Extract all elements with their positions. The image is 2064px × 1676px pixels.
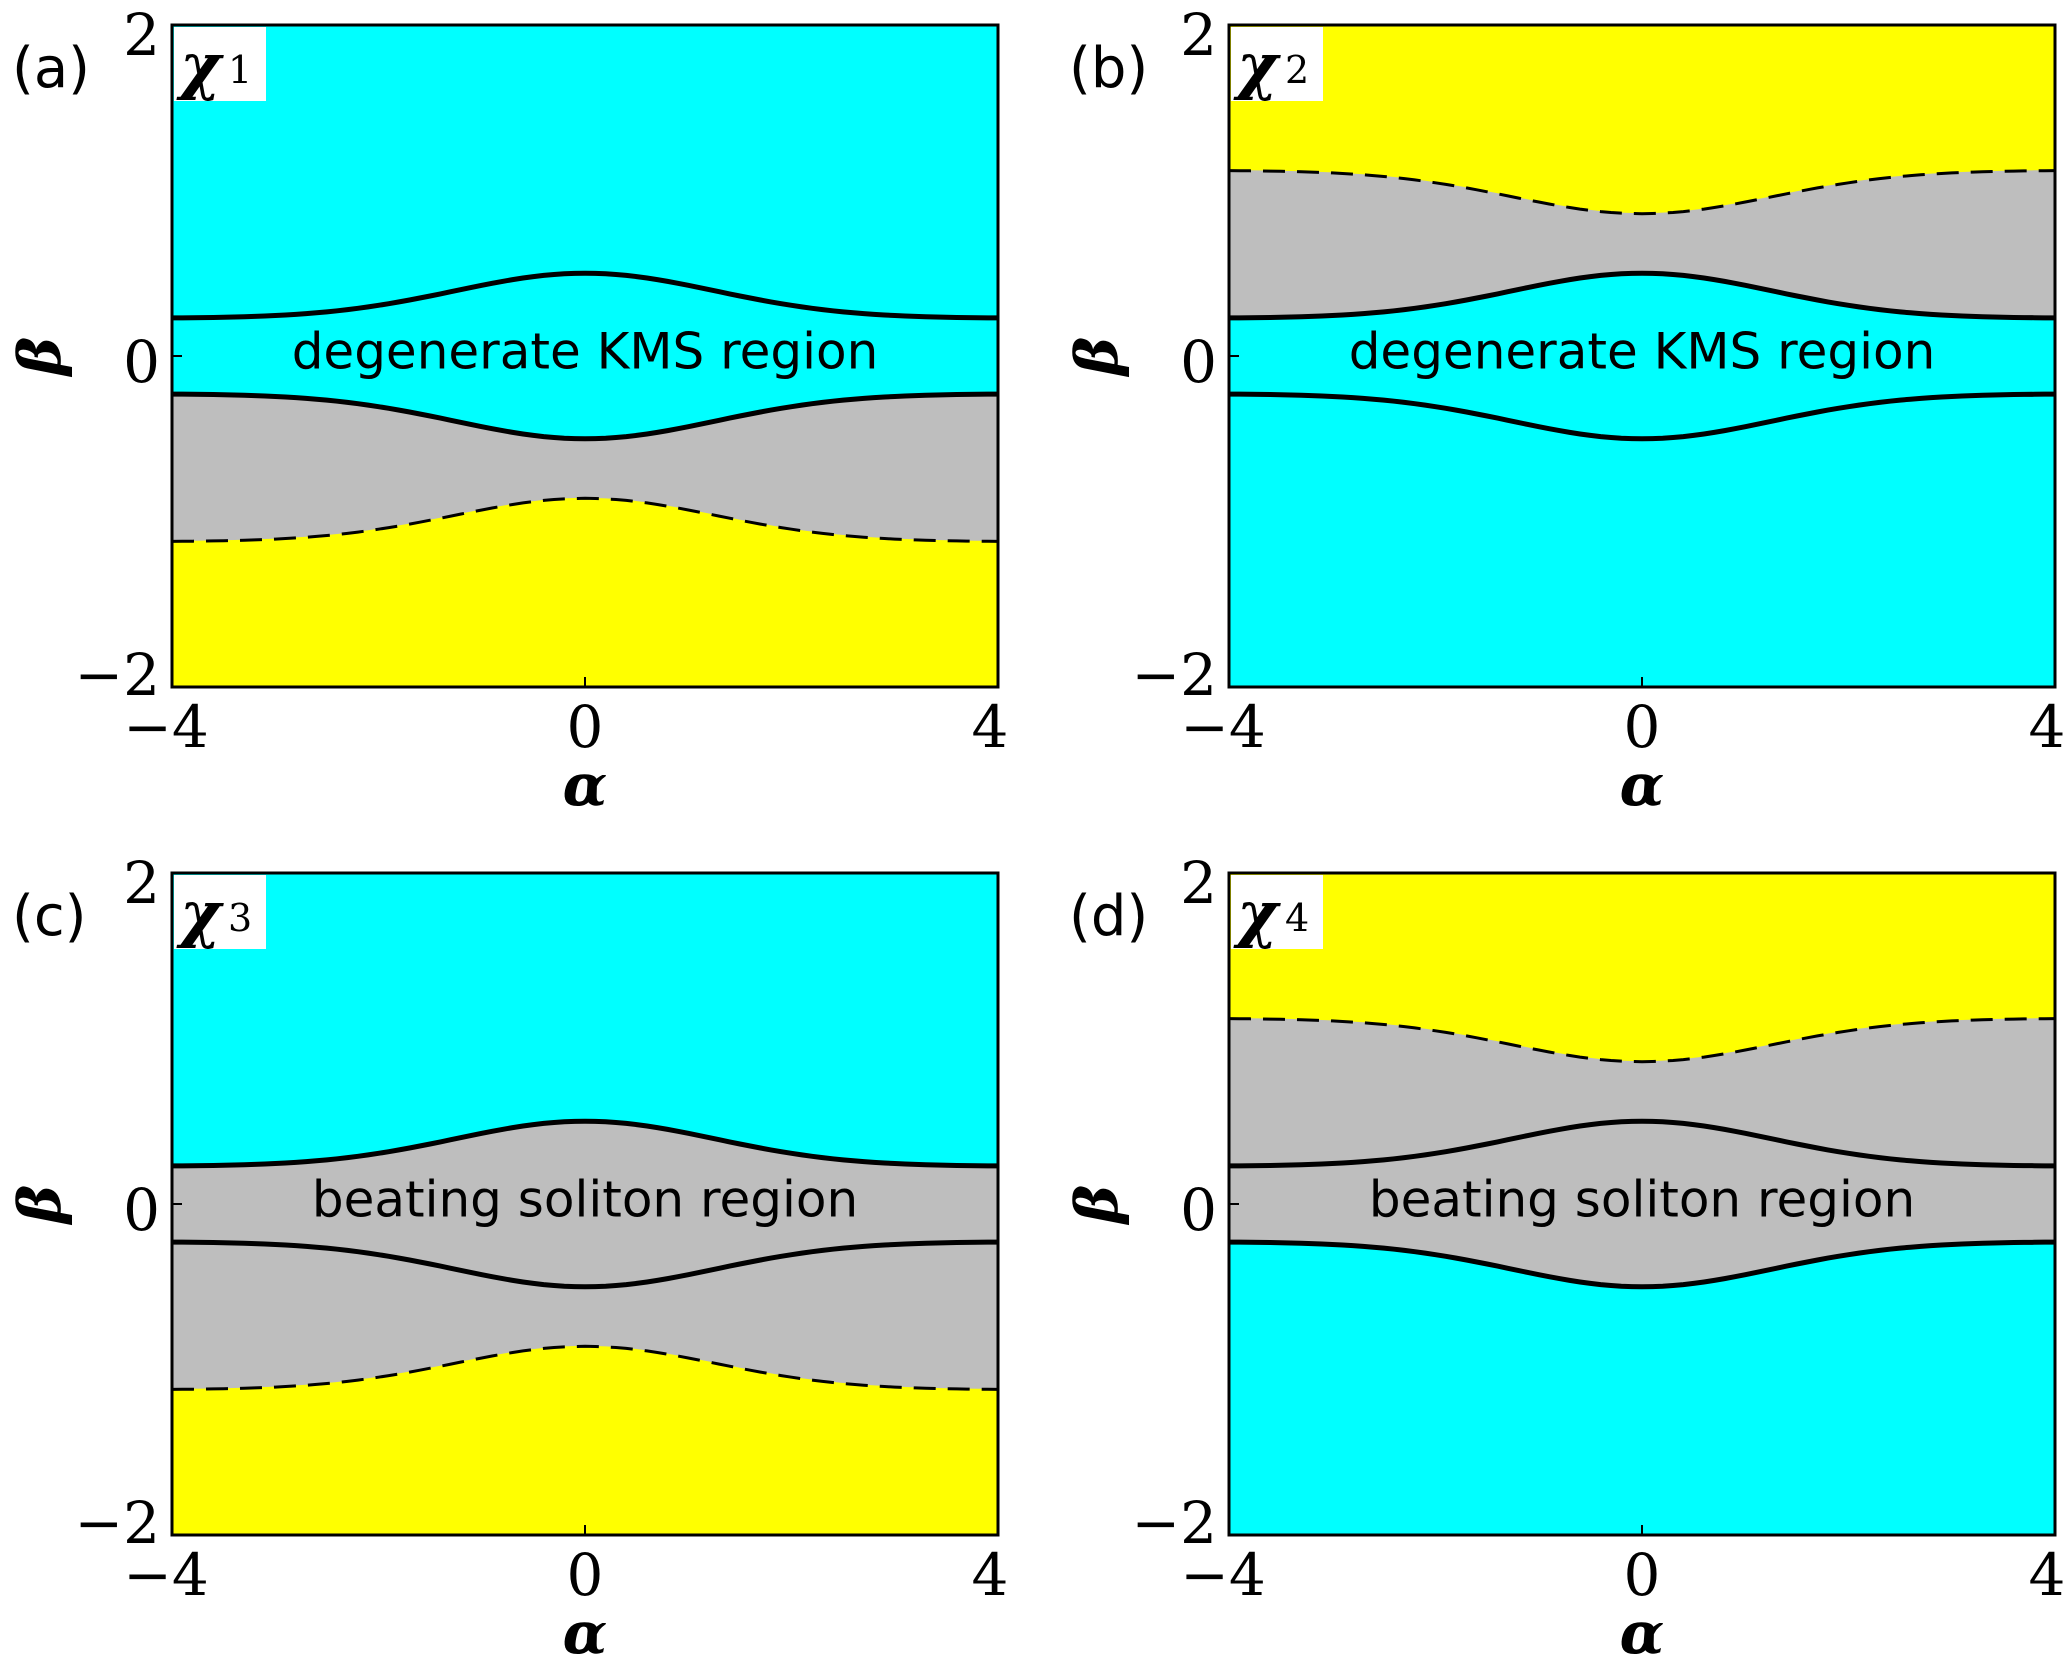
x-tick-label: 4 bbox=[2029, 693, 2064, 761]
y-tick-label: −2 bbox=[75, 1489, 161, 1557]
dashed-boundary bbox=[1228, 169, 2056, 216]
title-box bbox=[1231, 875, 1323, 949]
x-tick-label: −4 bbox=[1180, 1541, 1266, 1609]
x-axis-label: α bbox=[1620, 1599, 1665, 1667]
title-symbol: χ bbox=[176, 877, 224, 950]
x-tick-label: 0 bbox=[1624, 1541, 1661, 1609]
title-symbol: χ bbox=[1233, 29, 1281, 102]
x-tick-label: −4 bbox=[123, 1541, 209, 1609]
y-tick-label: −2 bbox=[1132, 1489, 1218, 1557]
x-tick-label: 0 bbox=[1624, 693, 1661, 761]
y-tick-label: 2 bbox=[123, 849, 160, 917]
x-axis-label: α bbox=[1620, 751, 1665, 819]
upper-solid-boundary bbox=[1229, 270, 2055, 321]
upper-solid-boundary bbox=[1229, 1118, 2055, 1169]
title-symbol: χ bbox=[176, 29, 224, 102]
lower-solid-boundary bbox=[1229, 391, 2055, 442]
y-axis-label: β bbox=[6, 337, 74, 378]
dashed-boundary bbox=[1228, 1017, 2056, 1064]
x-tick-label: 4 bbox=[972, 1541, 1009, 1609]
upper-solid-boundary bbox=[172, 1118, 998, 1169]
x-tick-label: 0 bbox=[567, 693, 604, 761]
y-tick-label: 2 bbox=[123, 1, 160, 69]
x-tick-label: 4 bbox=[972, 693, 1009, 761]
panel-label: (d) bbox=[1069, 884, 1148, 949]
region-annotation: beating soliton region bbox=[312, 1171, 858, 1229]
title-index: 3 bbox=[228, 896, 252, 940]
x-tick-label: 0 bbox=[567, 1541, 604, 1609]
y-tick-label: 0 bbox=[1180, 1176, 1217, 1244]
y-tick-label: −2 bbox=[75, 641, 161, 709]
y-axis-label: β bbox=[1063, 1185, 1131, 1226]
panel-c: −4 0 4 −2 0 2 α β (c) χ 3 beating soliton region bbox=[6, 849, 1008, 1667]
region-annotation: degenerate KMS region bbox=[1349, 323, 1936, 381]
title-index: 4 bbox=[1285, 896, 1309, 940]
title-box bbox=[174, 875, 266, 949]
title-symbol: χ bbox=[1233, 877, 1281, 950]
y-tick-label: 2 bbox=[1180, 1, 1217, 69]
region-annotation: degenerate KMS region bbox=[292, 323, 879, 381]
panel-label: (b) bbox=[1069, 36, 1148, 101]
upper-solid-boundary bbox=[172, 270, 998, 321]
title-box bbox=[1231, 27, 1323, 101]
x-axis-label: α bbox=[563, 1599, 608, 1667]
x-tick-label: 4 bbox=[2029, 1541, 2064, 1609]
x-tick-label: −4 bbox=[123, 693, 209, 761]
x-axis-label: α bbox=[563, 751, 608, 819]
lower-solid-boundary bbox=[1229, 1239, 2055, 1290]
y-tick-label: 0 bbox=[1180, 328, 1217, 396]
y-axis-label: β bbox=[1063, 337, 1131, 378]
y-tick-label: −2 bbox=[1132, 641, 1218, 709]
title-box bbox=[174, 27, 266, 101]
dashed-boundary bbox=[171, 496, 999, 543]
lower-solid-boundary bbox=[172, 1239, 998, 1290]
panel-label: (a) bbox=[12, 36, 90, 101]
title-index: 2 bbox=[1285, 48, 1309, 92]
y-axis-label: β bbox=[6, 1185, 74, 1226]
dashed-boundary bbox=[171, 1344, 999, 1391]
region-annotation: beating soliton region bbox=[1369, 1171, 1915, 1229]
panel-label: (c) bbox=[12, 884, 86, 949]
y-tick-label: 2 bbox=[1180, 849, 1217, 917]
title-index: 1 bbox=[228, 48, 252, 92]
panel-a: −4 0 4 −2 0 2 α β (a) χ 1 degenerate KMS region bbox=[6, 1, 1008, 819]
lower-solid-boundary bbox=[172, 391, 998, 442]
y-tick-label: 0 bbox=[123, 328, 160, 396]
y-tick-label: 0 bbox=[123, 1176, 160, 1244]
panel-b: −4 0 4 −2 0 2 α β (b) χ 2 degenerate KMS region bbox=[1063, 1, 2064, 819]
x-tick-label: −4 bbox=[1180, 693, 1266, 761]
